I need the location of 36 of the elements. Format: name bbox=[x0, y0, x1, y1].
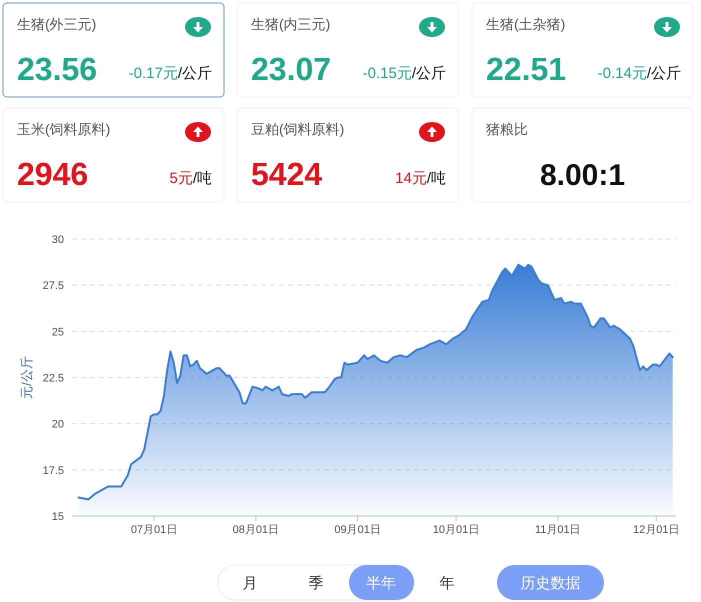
category-label: 玉米(饲料原料) bbox=[17, 121, 110, 137]
category-label: 生猪(外三元) bbox=[17, 16, 96, 32]
text: 23.56 bbox=[17, 51, 98, 87]
text: 月 bbox=[242, 575, 258, 592]
x-tick-label: 12月01日 bbox=[633, 524, 680, 536]
y-tick-label: 22.5 bbox=[42, 372, 64, 384]
y-tick-label: 30 bbox=[52, 234, 64, 246]
category-label: 生猪(内三元) bbox=[251, 16, 330, 32]
x-tick-label: 07月01日 bbox=[130, 524, 178, 536]
y-tick-label: 17.5 bbox=[42, 464, 64, 477]
x-tick-label: 09月01日 bbox=[334, 524, 381, 536]
x-tick-label: 08月01日 bbox=[232, 524, 280, 536]
text: 历史数据 bbox=[520, 575, 580, 592]
y-tick-label: 25 bbox=[52, 326, 64, 338]
text: 23.07 bbox=[251, 51, 332, 87]
text: -0.14元/公斤 bbox=[598, 65, 681, 82]
x-tick-label: 11月01日 bbox=[535, 524, 581, 536]
text: 5424 bbox=[251, 156, 322, 192]
text: -0.17元/公斤 bbox=[128, 65, 212, 82]
category-label: 豆粕(饲料原料) bbox=[251, 121, 344, 137]
y-tick-label: 15 bbox=[52, 511, 64, 523]
y-axis-title: 元/公斤 bbox=[19, 356, 34, 399]
text: -0.15元/公斤 bbox=[362, 65, 446, 82]
text: 2946 bbox=[17, 156, 88, 192]
x-tick-label: 10月01日 bbox=[432, 524, 480, 536]
category-label: 猪粮比 bbox=[486, 121, 528, 137]
text: 14元/吨 bbox=[395, 170, 446, 187]
text: 8.00:1 bbox=[540, 159, 626, 192]
text: 半年 bbox=[366, 575, 396, 592]
y-tick-label: 27.5 bbox=[42, 280, 64, 292]
y-tick-label: 20 bbox=[52, 418, 64, 431]
text: 22.51 bbox=[486, 51, 566, 87]
text: 季 bbox=[308, 575, 324, 592]
category-label: 生猪(土杂猪) bbox=[486, 16, 566, 32]
text: 5元/吨 bbox=[169, 170, 212, 187]
text: 年 bbox=[440, 575, 454, 592]
